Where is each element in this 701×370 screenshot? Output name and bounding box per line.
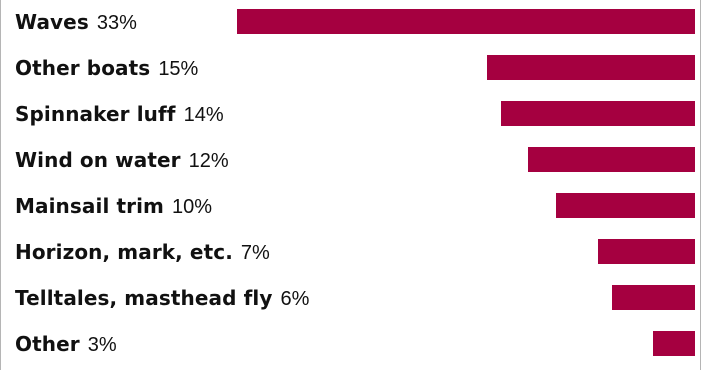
bar-row-other: Other 3% bbox=[1, 322, 701, 366]
category-label-horizon-mark: Horizon, mark, etc. bbox=[15, 240, 233, 264]
bar-row-other-boats: Other boats 15% bbox=[1, 46, 701, 90]
bar-label: Spinnaker luff 14% bbox=[15, 92, 224, 136]
bar-label: Telltales, masthead fly 6% bbox=[15, 276, 309, 320]
value-label-mainsail-trim: 10% bbox=[172, 196, 213, 218]
value-label-wind-on-water: 12% bbox=[188, 150, 229, 172]
bar-label: Horizon, mark, etc. 7% bbox=[15, 230, 270, 274]
bar-horizon-mark bbox=[597, 239, 695, 264]
bar-other bbox=[653, 331, 695, 356]
category-label-other: Other bbox=[15, 332, 80, 356]
bar-label: Waves 33% bbox=[15, 0, 137, 44]
category-label-mainsail-trim: Mainsail trim bbox=[15, 194, 164, 218]
bar-waves bbox=[237, 9, 695, 34]
bar-row-wind-on-water: Wind on water 12% bbox=[1, 138, 701, 182]
bar-label: Other 3% bbox=[15, 322, 117, 366]
category-label-other-boats: Other boats bbox=[15, 56, 151, 80]
bar-other-boats bbox=[486, 55, 695, 80]
bar-wind-on-water bbox=[528, 147, 695, 172]
bar-row-horizon-mark: Horizon, mark, etc. 7% bbox=[1, 230, 701, 274]
value-label-other-boats: 15% bbox=[158, 58, 199, 80]
category-label-telltales: Telltales, masthead fly bbox=[15, 286, 273, 310]
bar-label: Mainsail trim 10% bbox=[15, 184, 212, 228]
bar-telltales bbox=[611, 285, 695, 310]
category-label-spinnaker-luff: Spinnaker luff bbox=[15, 102, 176, 126]
value-label-other: 3% bbox=[87, 334, 117, 356]
value-label-spinnaker-luff: 14% bbox=[183, 104, 224, 126]
category-label-waves: Waves bbox=[15, 10, 89, 34]
bar-mainsail-trim bbox=[556, 193, 695, 218]
value-label-telltales: 6% bbox=[280, 288, 310, 310]
bar-row-telltales: Telltales, masthead fly 6% bbox=[1, 276, 701, 320]
bar-label: Wind on water 12% bbox=[15, 138, 229, 182]
value-label-waves: 33% bbox=[96, 12, 137, 34]
value-label-horizon-mark: 7% bbox=[240, 242, 270, 264]
bar-label: Other boats 15% bbox=[15, 46, 198, 90]
bar-row-spinnaker-luff: Spinnaker luff 14% bbox=[1, 92, 701, 136]
bar-row-mainsail-trim: Mainsail trim 10% bbox=[1, 184, 701, 228]
bar-row-waves: Waves 33% bbox=[1, 0, 701, 44]
category-label-wind-on-water: Wind on water bbox=[15, 148, 181, 172]
bar-spinnaker-luff bbox=[500, 101, 695, 126]
